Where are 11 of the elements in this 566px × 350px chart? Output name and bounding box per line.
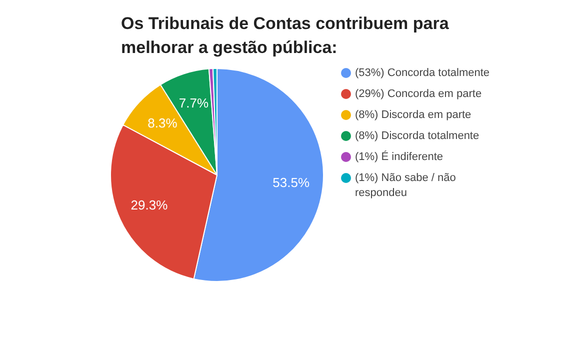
chart-title: Os Tribunais de Contas contribuem para melhorar a gestão pública: bbox=[121, 13, 450, 59]
legend-label: (1%) Não sabe / não respondeu bbox=[355, 171, 457, 201]
legend-label: (1%) É indiferente bbox=[355, 150, 444, 165]
data-label: 7.7% bbox=[178, 96, 209, 111]
data-label: 29.3% bbox=[130, 198, 168, 213]
legend-label: (53%) Concorda totalmente bbox=[355, 66, 490, 81]
data-label: 53.5% bbox=[272, 174, 310, 190]
legend-label: (8%) Discorda totalmente bbox=[355, 129, 480, 144]
legend-label: (29%) Concorda em parte bbox=[355, 87, 482, 102]
data-label: 8.3% bbox=[148, 116, 178, 131]
legend-label: (8%) Discorda em parte bbox=[355, 108, 472, 123]
